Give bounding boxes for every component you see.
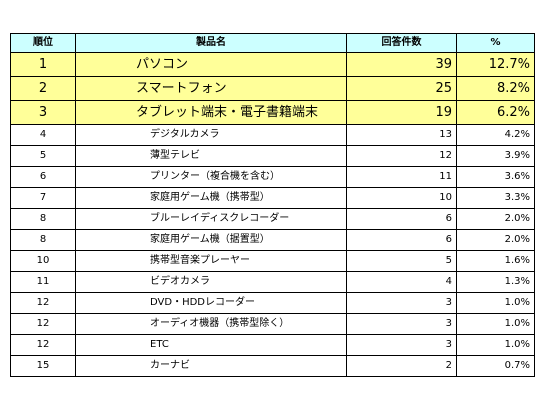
count-cell: 3 [346,292,457,314]
ranking-table: 順位 製品名 回答件数 % 1 パソコン 39 12.7% 2 スマートフォン 25 8.2%… [10,33,535,377]
rank-cell: 5 [10,145,76,167]
table-row: 3 タブレット端末・電子書籍端末 19 6.2% [10,100,535,125]
percent-cell: 3.9% [456,145,535,167]
percent-cell: 4.2% [456,124,535,146]
count-cell: 13 [346,124,457,146]
table-row: 8 家庭用ゲーム機（据置型） 6 2.0% [10,229,535,251]
percent-cell: 0.7% [456,355,535,377]
rank-cell: 8 [10,229,76,251]
count-cell: 3 [346,334,457,356]
table-row: 15 カーナビ 2 0.7% [10,355,535,377]
rank-cell: 6 [10,166,76,188]
percent-cell: 8.2% [456,76,535,101]
count-cell: 6 [346,208,457,230]
count-cell: 25 [346,76,457,101]
header-percent: % [456,33,535,53]
rank-cell: 11 [10,271,76,293]
count-cell: 4 [346,271,457,293]
percent-cell: 3.3% [456,187,535,209]
table-row: 11 ビデオカメラ 4 1.3% [10,271,535,293]
count-cell: 3 [346,313,457,335]
table-header-row: 順位 製品名 回答件数 % [10,33,535,53]
percent-cell: 2.0% [456,208,535,230]
rank-cell: 10 [10,250,76,272]
count-cell: 2 [346,355,457,377]
rank-cell: 2 [10,76,76,101]
header-rank: 順位 [10,33,76,53]
product-cell: スマートフォン [75,76,347,101]
count-cell: 39 [346,52,457,77]
header-count: 回答件数 [346,33,457,53]
percent-cell: 12.7% [456,52,535,77]
percent-cell: 2.0% [456,229,535,251]
table-row: 8 ブルーレイディスクレコーダー 6 2.0% [10,208,535,230]
rank-cell: 7 [10,187,76,209]
percent-cell: 1.0% [456,313,535,335]
count-cell: 10 [346,187,457,209]
percent-cell: 1.0% [456,292,535,314]
table-row: 2 スマートフォン 25 8.2% [10,76,535,101]
table-row: 4 デジタルカメラ 13 4.2% [10,124,535,146]
product-cell: 家庭用ゲーム機（携帯型） [75,187,347,209]
product-cell: ETC [75,334,347,356]
rank-cell: 3 [10,100,76,125]
percent-cell: 1.6% [456,250,535,272]
percent-cell: 3.6% [456,166,535,188]
table-row: 10 携帯型音楽プレーヤー 5 1.6% [10,250,535,272]
table-row: 12 オーディオ機器（携帯型除く） 3 1.0% [10,313,535,335]
rank-cell: 15 [10,355,76,377]
table-body: 1 パソコン 39 12.7% 2 スマートフォン 25 8.2% 3 タブレット端末・電子書籍端… [10,52,535,377]
product-cell: 携帯型音楽プレーヤー [75,250,347,272]
rank-cell: 1 [10,52,76,77]
rank-cell: 12 [10,334,76,356]
product-cell: デジタルカメラ [75,124,347,146]
percent-cell: 1.0% [456,334,535,356]
count-cell: 12 [346,145,457,167]
percent-cell: 1.3% [456,271,535,293]
table-row: 5 薄型テレビ 12 3.9% [10,145,535,167]
product-cell: ブルーレイディスクレコーダー [75,208,347,230]
count-cell: 19 [346,100,457,125]
count-cell: 5 [346,250,457,272]
rank-cell: 12 [10,313,76,335]
product-cell: オーディオ機器（携帯型除く） [75,313,347,335]
table-row: 6 プリンター（複合機を含む） 11 3.6% [10,166,535,188]
rank-cell: 4 [10,124,76,146]
product-cell: 家庭用ゲーム機（据置型） [75,229,347,251]
product-cell: 薄型テレビ [75,145,347,167]
table-row: 7 家庭用ゲーム機（携帯型） 10 3.3% [10,187,535,209]
rank-cell: 8 [10,208,76,230]
header-product: 製品名 [75,33,347,53]
product-cell: ビデオカメラ [75,271,347,293]
table-row: 12 DVD・HDDレコーダー 3 1.0% [10,292,535,314]
product-cell: カーナビ [75,355,347,377]
table-row: 1 パソコン 39 12.7% [10,52,535,77]
count-cell: 6 [346,229,457,251]
table-row: 12 ETC 3 1.0% [10,334,535,356]
product-cell: パソコン [75,52,347,77]
count-cell: 11 [346,166,457,188]
product-cell: タブレット端末・電子書籍端末 [75,100,347,125]
rank-cell: 12 [10,292,76,314]
product-cell: DVD・HDDレコーダー [75,292,347,314]
product-cell: プリンター（複合機を含む） [75,166,347,188]
percent-cell: 6.2% [456,100,535,125]
